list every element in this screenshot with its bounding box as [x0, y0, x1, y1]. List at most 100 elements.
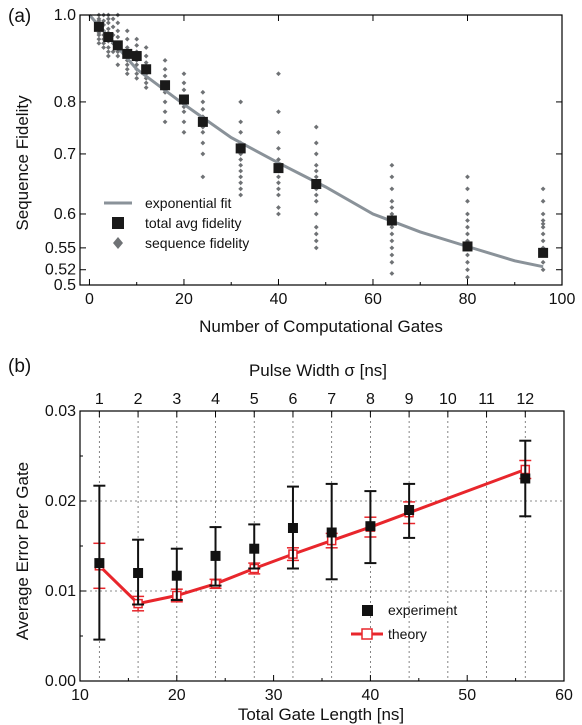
sequence-fidelity-point	[124, 62, 130, 68]
sequence-fidelity-point	[238, 99, 244, 105]
sequence-fidelity-point	[238, 168, 244, 174]
sequence-fidelity-point	[96, 32, 102, 38]
sequence-fidelity-point	[124, 66, 130, 72]
sequence-fidelity-point	[101, 18, 107, 24]
sequence-fidelity-point	[389, 245, 395, 251]
sequence-fidelity-point	[465, 259, 470, 265]
sequence-fidelity-point	[313, 174, 319, 180]
sequence-fidelity-point	[540, 221, 546, 227]
sequence-fidelity-point	[162, 73, 168, 79]
panel-a-plot-area	[88, 12, 549, 280]
sequence-fidelity-point	[313, 224, 319, 230]
legend-experiment-swatch	[362, 605, 373, 616]
xtick-label: 20	[168, 687, 186, 704]
avg-fidelity-point	[386, 215, 397, 226]
panel-b-frame	[79, 410, 565, 682]
sequence-fidelity-point	[96, 36, 102, 42]
sequence-fidelity-point	[465, 231, 470, 237]
sequence-fidelity-point	[124, 45, 130, 50]
sequence-fidelity-point	[389, 238, 395, 244]
avg-fidelity-point	[273, 163, 284, 174]
sequence-fidelity-point	[162, 57, 168, 63]
experiment-point	[133, 568, 144, 578]
sequence-fidelity-point	[465, 198, 470, 204]
panel-a: (a) Sequence Fidelity Number of Computat…	[8, 6, 575, 336]
sequence-fidelity-point	[200, 129, 206, 135]
legend-avg-label: total avg fidelity	[145, 215, 242, 231]
top-tick-label: 6	[289, 391, 298, 408]
sequence-fidelity-point	[465, 174, 470, 180]
sequence-fidelity-point	[162, 99, 168, 105]
experiment-point	[520, 473, 531, 484]
sequence-fidelity-point	[389, 231, 395, 237]
sequence-fidelity-point	[238, 119, 244, 125]
top-tick-label: 3	[172, 391, 181, 408]
sequence-fidelity-point	[276, 157, 281, 162]
panel-b-yaxis: 0.00 0.01 0.02 0.03	[45, 403, 86, 690]
sequence-fidelity-point	[465, 211, 470, 217]
sequence-fidelity-point	[134, 71, 140, 77]
sequence-fidelity-point	[115, 20, 121, 26]
sequence-fidelity-point	[389, 252, 395, 258]
sequence-fidelity-point	[465, 186, 470, 192]
experiment-point	[365, 521, 376, 532]
sequence-fidelity-point	[162, 119, 168, 125]
xtick-label: 100	[549, 291, 576, 308]
top-tick-label: 2	[134, 391, 143, 408]
panel-a-frame	[79, 14, 563, 286]
sequence-fidelity-point	[276, 180, 281, 186]
sequence-fidelity-point	[276, 205, 281, 210]
sequence-fidelity-point	[313, 211, 319, 217]
sequence-fidelity-point	[540, 267, 546, 273]
sequence-fidelity-point	[143, 45, 149, 50]
sequence-fidelity-point	[134, 75, 140, 81]
sequence-fidelity-point	[276, 71, 281, 77]
sequence-fidelity-point	[313, 198, 319, 204]
sequence-fidelity-point	[276, 211, 281, 217]
legend-seq-swatch	[113, 237, 123, 249]
sequence-fidelity-point	[465, 267, 470, 273]
experiment-point	[94, 558, 105, 569]
exponential-fit-line	[88, 14, 544, 269]
sequence-fidelity-point	[389, 174, 395, 180]
sequence-fidelity-point	[313, 168, 319, 174]
legend-seq-label: sequence fidelity	[145, 235, 249, 251]
sequence-fidelity-point	[105, 16, 111, 22]
sequence-fidelity-point	[465, 218, 470, 223]
sequence-fidelity-point	[238, 192, 244, 198]
sequence-fidelity-point	[238, 180, 244, 186]
xtick-label: 30	[265, 687, 283, 704]
legend-avg-swatch	[112, 217, 124, 229]
top-tick-label: 8	[366, 391, 375, 408]
ytick-label: 0.8	[54, 94, 76, 111]
avg-fidelity-point	[197, 116, 208, 127]
panel-b-grid	[80, 411, 564, 681]
panel-a-xaxis: 0 20 40 60 80 100	[85, 15, 575, 308]
panel-a-label: (a)	[8, 6, 31, 27]
sequence-fidelity-point	[238, 162, 244, 168]
xtick-label: 50	[458, 687, 476, 704]
sequence-fidelity-point	[110, 16, 116, 22]
sequence-fidelity-point	[143, 60, 149, 65]
sequence-fidelity-point	[200, 124, 206, 130]
sequence-fidelity-point	[389, 224, 395, 230]
sequence-fidelity-point	[389, 162, 395, 168]
avg-fidelity-point	[178, 94, 189, 105]
sequence-fidelity-point	[143, 80, 149, 86]
experiment-point	[404, 505, 415, 515]
sequence-fidelity-point	[181, 71, 187, 77]
sequence-fidelity-point	[124, 71, 130, 77]
sequence-fidelity-point	[115, 62, 121, 68]
panel-b: (b) Pulse Width σ [ns] Average Error Per…	[8, 356, 573, 724]
sequence-fidelity-point	[115, 53, 121, 59]
ytick-label: 0.52	[45, 262, 76, 279]
sequence-fidelity-point	[143, 85, 149, 90]
sequence-fidelity-point	[313, 245, 319, 251]
sequence-fidelity-point	[540, 259, 546, 265]
sequence-fidelity-point	[110, 24, 116, 30]
sequence-fidelity-point	[238, 174, 244, 180]
sequence-fidelity-point	[276, 186, 281, 192]
ytick-label: 0.01	[45, 583, 76, 600]
sequence-fidelity-point	[105, 20, 111, 26]
